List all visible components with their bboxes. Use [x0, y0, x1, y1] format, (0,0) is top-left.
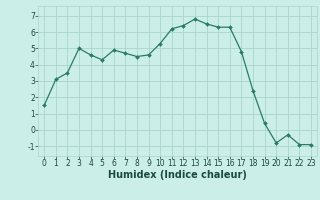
X-axis label: Humidex (Indice chaleur): Humidex (Indice chaleur) [108, 170, 247, 180]
